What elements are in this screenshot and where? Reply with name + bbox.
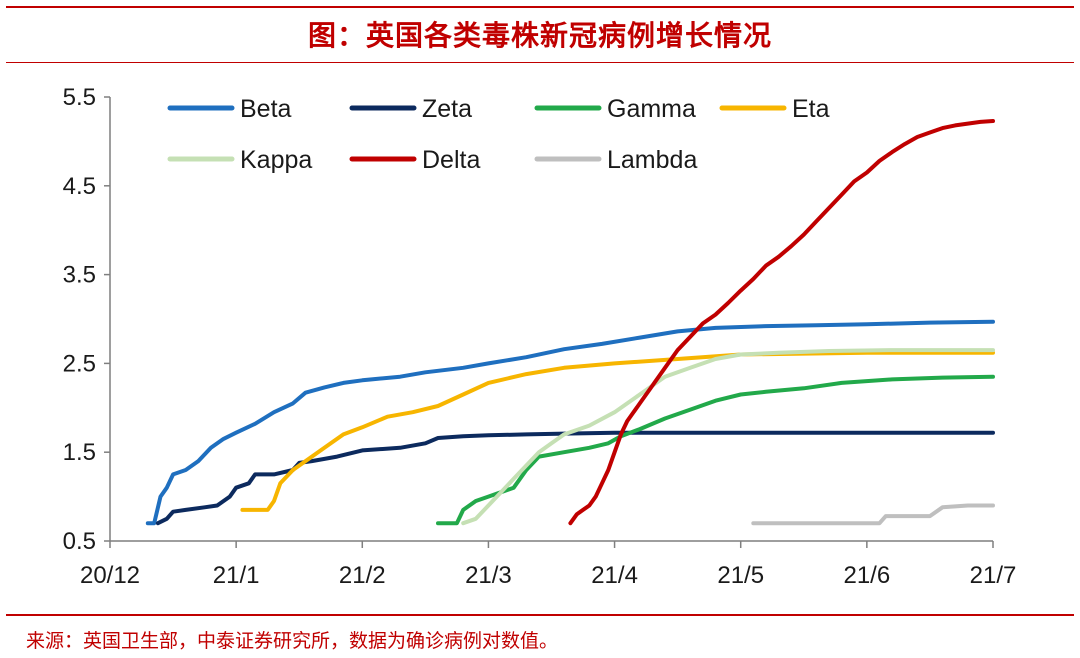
legend-label-zeta: Zeta <box>422 95 472 123</box>
series-layer <box>145 119 995 526</box>
legend-label-eta: Eta <box>792 95 830 123</box>
legend-label-gamma: Gamma <box>607 95 696 123</box>
legend-label-delta: Delta <box>422 146 480 174</box>
x-tick-label: 21/5 <box>717 562 764 589</box>
top-rule <box>6 6 1074 8</box>
series-line-gamma <box>436 374 995 526</box>
series-line-zeta <box>155 430 995 526</box>
chart-axes: 0.5 1.5 2.5 3.5 4.5 5.5 20/12 21/1 21/2 21/3 21/4 2… <box>63 84 1017 589</box>
series-line-delta <box>568 119 995 526</box>
y-tick-label: 4.5 <box>63 173 96 200</box>
x-tick-label: 21/2 <box>339 562 386 589</box>
line-chart: 0.5 1.5 2.5 3.5 4.5 5.5 20/12 21/1 21/2 21/3 21/4 2… <box>63 84 1017 589</box>
source-note: 来源：英国卫生部，中泰证券研究所，数据为确诊病例对数值。 <box>26 630 559 652</box>
page-title: 图：英国各类毒株新冠病例增长情况 <box>307 19 772 52</box>
legend-label-lambda: Lambda <box>607 146 697 174</box>
series-line-eta <box>240 350 995 512</box>
y-tick-label: 2.5 <box>63 350 96 377</box>
x-tick-label: 21/6 <box>843 562 890 589</box>
title-rule <box>6 62 1074 63</box>
y-tick-label: 1.5 <box>63 439 96 466</box>
x-tick-label: 21/4 <box>591 562 638 589</box>
y-tick-label: 0.5 <box>63 528 96 555</box>
chart-legend: Beta Zeta Gamma Eta Kappa Delta Lambda <box>167 95 830 174</box>
legend-label-kappa: Kappa <box>240 146 312 174</box>
series-line-beta <box>145 319 995 526</box>
x-tick-label: 21/3 <box>465 562 512 589</box>
bottom-rule <box>6 614 1074 616</box>
y-tick-label: 5.5 <box>63 84 96 111</box>
x-tick-label: 21/1 <box>213 562 260 589</box>
y-tick-label: 3.5 <box>63 262 96 289</box>
legend-label-beta: Beta <box>240 95 292 123</box>
series-line-kappa <box>461 348 995 526</box>
series-line-lambda <box>751 503 995 526</box>
x-tick-label: 20/12 <box>80 562 140 589</box>
x-tick-label: 21/7 <box>970 562 1017 589</box>
